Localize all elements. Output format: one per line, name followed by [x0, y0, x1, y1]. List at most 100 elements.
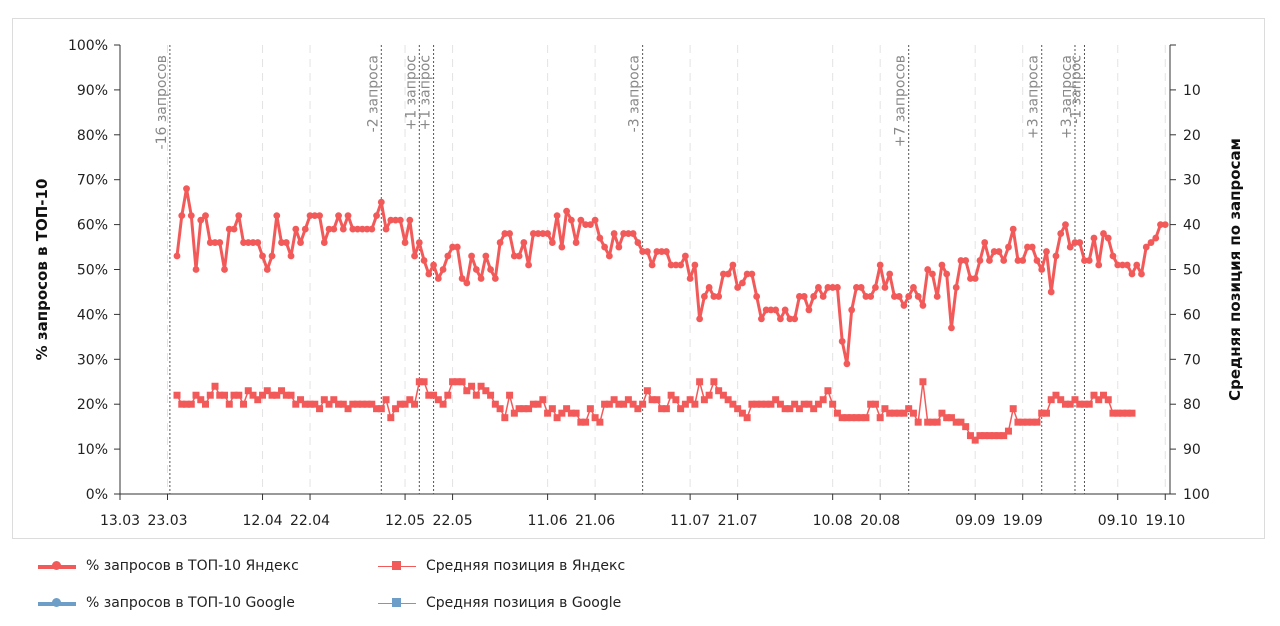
data-point — [363, 400, 371, 408]
x-tick-label: 09.09 — [955, 513, 995, 529]
data-point — [886, 270, 894, 278]
data-point — [615, 243, 623, 251]
annotation-label: -2 запроса — [365, 55, 381, 132]
right-tick-label: 80 — [1183, 397, 1201, 413]
legend-line-square-icon — [378, 596, 416, 610]
legend-label: Средняя позиция в Яндекс — [426, 558, 626, 574]
data-point — [221, 391, 229, 399]
data-point — [173, 391, 181, 399]
data-point — [339, 400, 347, 408]
data-point — [738, 279, 746, 287]
data-point — [392, 216, 399, 224]
data-point — [525, 405, 533, 413]
data-point — [800, 293, 808, 300]
data-point — [1138, 270, 1145, 278]
data-point — [477, 382, 485, 390]
x-tick-label: 11.07 — [670, 513, 710, 529]
data-point — [1038, 266, 1046, 273]
data-point — [529, 400, 537, 408]
data-point — [230, 225, 238, 233]
data-point — [183, 185, 190, 193]
data-point — [534, 230, 542, 237]
data-point — [1052, 391, 1060, 399]
data-point — [297, 239, 304, 246]
data-point — [700, 293, 708, 300]
data-point — [1109, 252, 1117, 260]
legend-item-yandex-position[interactable]: Средняя позиция в Яндекс — [378, 558, 625, 574]
right-tick-label: 60 — [1183, 307, 1201, 323]
legend-item-google-position[interactable]: Средняя позиция в Google — [378, 595, 621, 611]
data-point — [691, 400, 699, 408]
data-point — [948, 324, 955, 332]
data-point — [957, 257, 965, 264]
data-point — [430, 391, 438, 399]
data-point — [206, 391, 214, 399]
data-point — [791, 400, 799, 408]
data-point — [995, 432, 1003, 440]
data-point — [967, 275, 974, 282]
data-point — [1114, 261, 1122, 269]
data-point — [686, 396, 694, 404]
data-point — [292, 225, 300, 233]
data-point — [330, 396, 338, 404]
data-point — [777, 315, 784, 323]
data-point — [240, 239, 247, 246]
data-point — [900, 302, 908, 309]
data-point — [1023, 418, 1031, 426]
data-point — [981, 239, 989, 246]
data-point — [767, 400, 775, 408]
data-point — [463, 279, 471, 287]
data-point — [667, 261, 675, 269]
data-point — [990, 248, 998, 255]
data-point — [491, 275, 499, 282]
data-point — [553, 414, 561, 422]
data-point — [648, 396, 656, 404]
data-point — [639, 400, 647, 408]
x-tick-label: 09.10 — [1098, 513, 1138, 529]
data-point — [368, 400, 376, 408]
data-point — [572, 409, 580, 417]
x-tick-label: 21.06 — [575, 513, 615, 529]
data-point — [852, 414, 860, 422]
data-point — [814, 400, 822, 408]
left-tick-label: 60% — [77, 218, 108, 234]
data-point — [1033, 257, 1041, 264]
data-point — [743, 414, 751, 422]
data-point — [834, 284, 841, 291]
right-tick-label: 100 — [1183, 487, 1210, 503]
annotation-label: -16 запросов — [154, 55, 170, 149]
data-point — [786, 315, 794, 323]
data-point — [1043, 248, 1050, 255]
data-point — [487, 266, 494, 273]
data-point — [1080, 400, 1088, 408]
data-point — [354, 400, 362, 408]
data-point — [358, 225, 366, 233]
data-point — [430, 261, 437, 269]
data-point — [639, 248, 647, 255]
data-point — [971, 275, 979, 282]
data-point — [724, 270, 732, 278]
data-point — [401, 239, 409, 246]
x-tick-label: 20.08 — [860, 513, 900, 529]
data-point — [563, 405, 571, 413]
data-point — [748, 270, 756, 278]
data-point — [449, 243, 456, 251]
data-point — [178, 400, 186, 408]
data-point — [914, 293, 922, 300]
data-point — [738, 409, 746, 417]
legend-item-google-top10[interactable]: % запросов в ТОП-10 Google — [38, 595, 295, 611]
data-point — [995, 248, 1003, 255]
data-point — [829, 400, 837, 408]
data-point — [368, 225, 376, 233]
data-point — [496, 239, 504, 246]
data-point — [938, 409, 946, 417]
data-point — [306, 212, 314, 220]
data-point — [681, 400, 689, 408]
legend-item-yandex-top10[interactable]: % запросов в ТОП-10 Яндекс — [38, 558, 299, 574]
data-point — [263, 387, 271, 395]
data-point — [724, 396, 732, 404]
data-point — [434, 275, 442, 282]
data-point — [501, 414, 509, 422]
data-point — [510, 409, 518, 417]
data-point — [458, 275, 466, 282]
